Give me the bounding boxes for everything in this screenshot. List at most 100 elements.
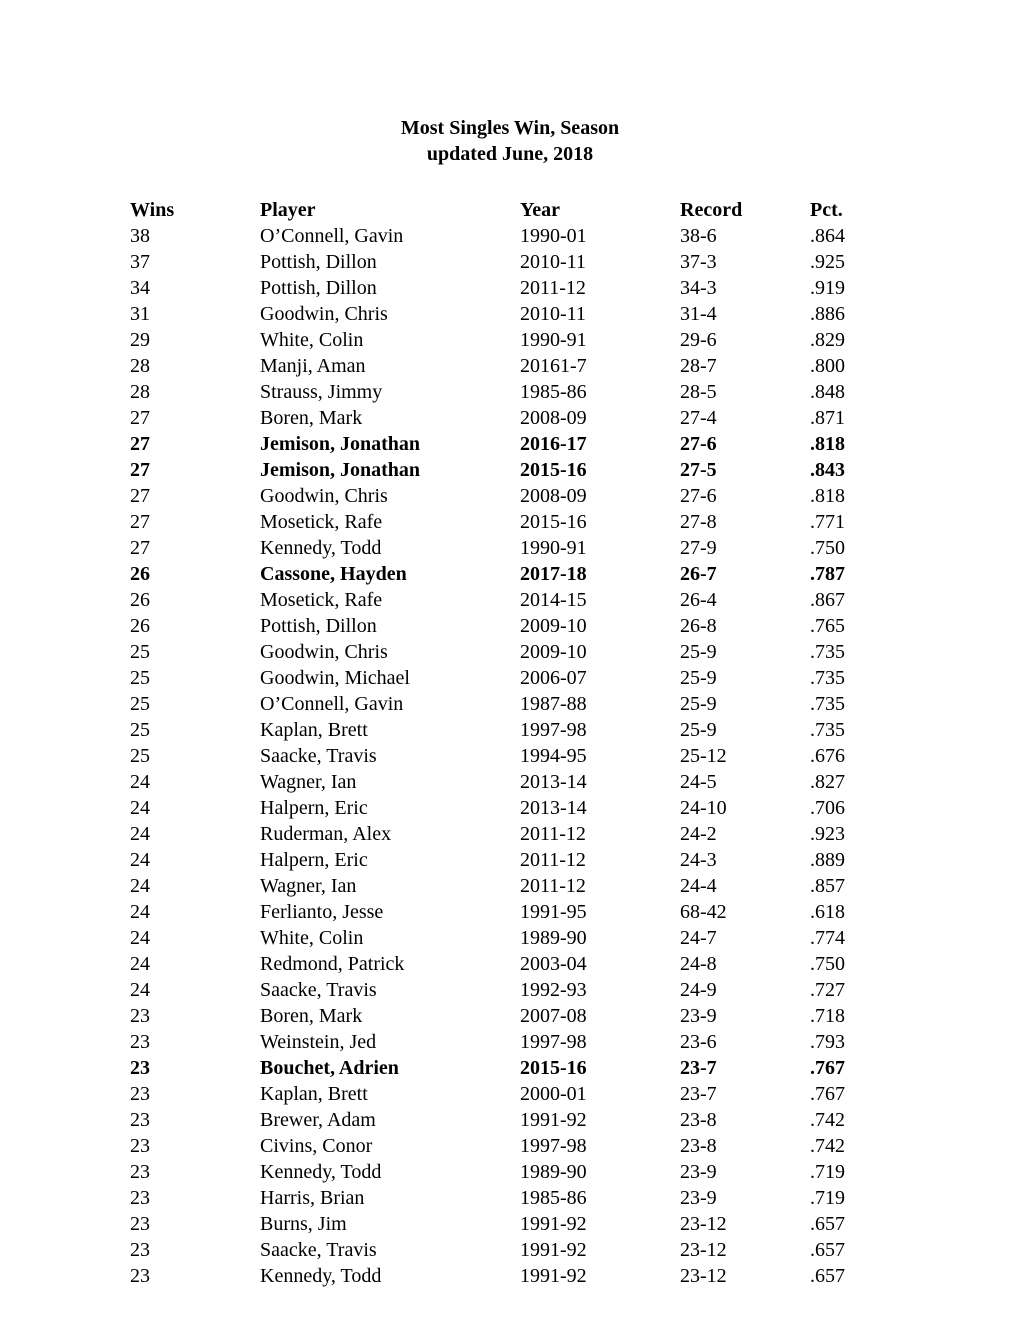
cell-player: Kaplan, Brett — [260, 1081, 520, 1107]
document-page: Most Singles Win, Season updated June, 2… — [0, 0, 1020, 1320]
cell-pct: .864 — [810, 223, 890, 249]
cell-pct: .793 — [810, 1029, 890, 1055]
table-row: 25O’Connell, Gavin1987-8825-9.735 — [130, 691, 890, 717]
cell-wins: 24 — [130, 873, 260, 899]
cell-wins: 38 — [130, 223, 260, 249]
cell-pct: .750 — [810, 535, 890, 561]
cell-player: Strauss, Jimmy — [260, 379, 520, 405]
cell-wins: 23 — [130, 1107, 260, 1133]
cell-wins: 27 — [130, 457, 260, 483]
cell-year: 1991-92 — [520, 1263, 680, 1289]
cell-pct: .765 — [810, 613, 890, 639]
cell-record: 27-5 — [680, 457, 810, 483]
cell-wins: 23 — [130, 1159, 260, 1185]
cell-player: Goodwin, Michael — [260, 665, 520, 691]
cell-record: 23-12 — [680, 1211, 810, 1237]
cell-wins: 23 — [130, 1263, 260, 1289]
cell-year: 2011-12 — [520, 847, 680, 873]
cell-pct: .676 — [810, 743, 890, 769]
cell-player: Mosetick, Rafe — [260, 587, 520, 613]
cell-pct: .848 — [810, 379, 890, 405]
cell-record: 27-4 — [680, 405, 810, 431]
table-row: 37Pottish, Dillon2010-1137-3.925 — [130, 249, 890, 275]
cell-record: 28-7 — [680, 353, 810, 379]
cell-player: Goodwin, Chris — [260, 639, 520, 665]
table-row: 27Mosetick, Rafe2015-1627-8.771 — [130, 509, 890, 535]
cell-record: 25-9 — [680, 639, 810, 665]
cell-year: 1985-86 — [520, 379, 680, 405]
cell-year: 1990-01 — [520, 223, 680, 249]
cell-record: 24-2 — [680, 821, 810, 847]
cell-year: 1990-91 — [520, 535, 680, 561]
table-row: 25Goodwin, Chris2009-1025-9.735 — [130, 639, 890, 665]
cell-pct: .767 — [810, 1081, 890, 1107]
table-row: 25Saacke, Travis1994-9525-12.676 — [130, 743, 890, 769]
cell-record: 23-12 — [680, 1237, 810, 1263]
cell-player: Redmond, Patrick — [260, 951, 520, 977]
cell-year: 2017-18 — [520, 561, 680, 587]
cell-year: 2011-12 — [520, 873, 680, 899]
cell-pct: .657 — [810, 1263, 890, 1289]
cell-record: 26-4 — [680, 587, 810, 613]
cell-pct: .871 — [810, 405, 890, 431]
cell-wins: 23 — [130, 1003, 260, 1029]
cell-pct: .657 — [810, 1237, 890, 1263]
cell-record: 23-12 — [680, 1263, 810, 1289]
cell-year: 1991-92 — [520, 1237, 680, 1263]
cell-wins: 37 — [130, 249, 260, 275]
cell-year: 2000-01 — [520, 1081, 680, 1107]
cell-wins: 23 — [130, 1185, 260, 1211]
cell-pct: .742 — [810, 1107, 890, 1133]
cell-wins: 34 — [130, 275, 260, 301]
table-row: 24Wagner, Ian2011-1224-4.857 — [130, 873, 890, 899]
cell-wins: 26 — [130, 613, 260, 639]
cell-pct: .818 — [810, 483, 890, 509]
cell-wins: 27 — [130, 405, 260, 431]
cell-record: 23-9 — [680, 1159, 810, 1185]
table-row: 23Kennedy, Todd1989-9023-9.719 — [130, 1159, 890, 1185]
cell-year: 1992-93 — [520, 977, 680, 1003]
cell-player: Jemison, Jonathan — [260, 457, 520, 483]
cell-player: Boren, Mark — [260, 405, 520, 431]
cell-record: 28-5 — [680, 379, 810, 405]
cell-wins: 24 — [130, 925, 260, 951]
cell-year: 2013-14 — [520, 769, 680, 795]
cell-year: 1987-88 — [520, 691, 680, 717]
cell-year: 1991-95 — [520, 899, 680, 925]
table-row: 24Saacke, Travis1992-9324-9.727 — [130, 977, 890, 1003]
cell-player: Jemison, Jonathan — [260, 431, 520, 457]
cell-wins: 23 — [130, 1029, 260, 1055]
title-line-2: updated June, 2018 — [130, 141, 890, 167]
cell-record: 34-3 — [680, 275, 810, 301]
cell-wins: 25 — [130, 639, 260, 665]
cell-pct: .618 — [810, 899, 890, 925]
table-row: 24Ruderman, Alex2011-1224-2.923 — [130, 821, 890, 847]
col-header-year: Year — [520, 197, 680, 223]
cell-year: 2009-10 — [520, 639, 680, 665]
cell-year: 2010-11 — [520, 249, 680, 275]
cell-pct: .827 — [810, 769, 890, 795]
table-row: 27Kennedy, Todd1990-9127-9.750 — [130, 535, 890, 561]
cell-pct: .919 — [810, 275, 890, 301]
cell-pct: .719 — [810, 1159, 890, 1185]
cell-pct: .857 — [810, 873, 890, 899]
cell-player: Mosetick, Rafe — [260, 509, 520, 535]
cell-player: Halpern, Eric — [260, 847, 520, 873]
cell-year: 2011-12 — [520, 821, 680, 847]
cell-pct: .889 — [810, 847, 890, 873]
records-table: Wins Player Year Record Pct. 38O’Connell… — [130, 197, 890, 1289]
cell-record: 29-6 — [680, 327, 810, 353]
cell-record: 26-8 — [680, 613, 810, 639]
table-row: 27Goodwin, Chris2008-0927-6.818 — [130, 483, 890, 509]
cell-year: 1991-92 — [520, 1211, 680, 1237]
cell-player: Pottish, Dillon — [260, 613, 520, 639]
cell-record: 68-42 — [680, 899, 810, 925]
cell-player: Saacke, Travis — [260, 1237, 520, 1263]
cell-player: Manji, Aman — [260, 353, 520, 379]
cell-year: 1997-98 — [520, 1029, 680, 1055]
cell-year: 20161-7 — [520, 353, 680, 379]
table-row: 31Goodwin, Chris2010-1131-4.886 — [130, 301, 890, 327]
table-row: 26Mosetick, Rafe2014-1526-4.867 — [130, 587, 890, 613]
cell-pct: .818 — [810, 431, 890, 457]
cell-player: Halpern, Eric — [260, 795, 520, 821]
